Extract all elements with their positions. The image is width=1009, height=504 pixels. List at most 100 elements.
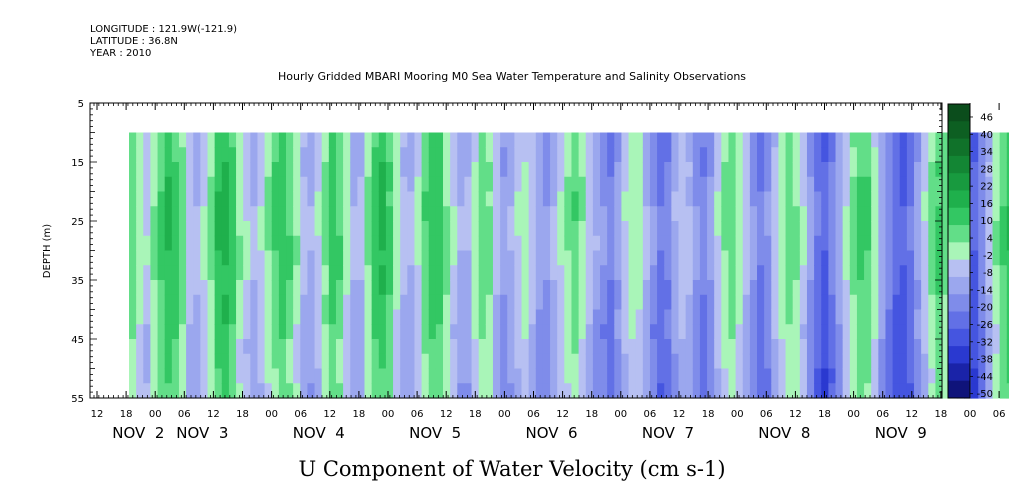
heatmap-cell	[492, 191, 501, 207]
heatmap-cell	[514, 206, 523, 222]
heatmap-cell	[999, 368, 1008, 384]
heatmap-cell	[1006, 206, 1009, 222]
heatmap-cell	[421, 280, 430, 296]
heatmap-cell	[464, 162, 473, 178]
heatmap-cell	[471, 368, 480, 384]
colorbar-swatch	[948, 276, 970, 295]
heatmap-cell	[257, 132, 266, 148]
heatmap-cell	[200, 353, 209, 370]
heatmap-cell	[414, 353, 423, 370]
heatmap-cell	[621, 383, 630, 399]
heatmap-cell	[835, 383, 844, 399]
heatmap-cell	[814, 250, 822, 266]
heatmap-cell	[243, 147, 251, 163]
heatmap-cell	[592, 206, 601, 222]
heatmap-cell	[799, 309, 808, 325]
heatmap-cell	[600, 353, 608, 370]
heatmap-cell	[849, 162, 858, 178]
heatmap-cell	[350, 250, 358, 266]
heatmap-cell	[821, 339, 829, 355]
heatmap-cell	[714, 191, 722, 207]
heatmap-cell	[136, 368, 144, 384]
heatmap-cell	[157, 339, 166, 355]
heatmap-cell	[692, 132, 701, 148]
x-hour-label: 12	[673, 409, 686, 420]
heatmap-cell	[521, 368, 530, 384]
heatmap-cell	[550, 339, 558, 355]
heatmap-cell	[785, 280, 794, 296]
heatmap-cell	[443, 206, 451, 222]
heatmap-cell	[435, 176, 444, 193]
heatmap-cell	[600, 368, 608, 384]
heatmap-cell	[978, 235, 986, 252]
heatmap-cell	[435, 383, 444, 399]
heatmap-cell	[186, 191, 194, 207]
heatmap-cell	[749, 176, 758, 193]
heatmap-cell	[236, 353, 244, 370]
heatmap-cell	[492, 280, 501, 296]
heatmap-cell	[357, 176, 366, 193]
heatmap-cell	[278, 235, 287, 252]
heatmap-cell	[514, 368, 523, 384]
heatmap-cell	[728, 368, 737, 384]
heatmap-cell	[200, 383, 209, 399]
heatmap-cell	[421, 221, 430, 237]
heatmap-cell	[129, 368, 137, 384]
heatmap-cell	[357, 368, 366, 384]
heatmap-cell	[221, 221, 230, 237]
heatmap-cell	[314, 221, 323, 237]
heatmap-cell	[228, 162, 237, 178]
heatmap-cell	[942, 265, 951, 281]
heatmap-cell	[692, 309, 701, 325]
heatmap-cell	[357, 383, 366, 399]
colorbar-label: -14	[977, 285, 993, 296]
heatmap-cell	[578, 235, 587, 252]
y-tick-label: 5	[78, 99, 84, 110]
heatmap-cell	[914, 294, 922, 311]
heatmap-cell	[557, 383, 565, 399]
heatmap-cell	[649, 191, 658, 207]
heatmap-cell	[749, 280, 758, 296]
heatmap-cell	[649, 383, 658, 399]
heatmap-cell	[178, 147, 187, 163]
heatmap-cell	[521, 191, 530, 207]
heatmap-cell	[585, 176, 594, 193]
heatmap-cell	[321, 191, 330, 207]
heatmap-cell	[428, 294, 437, 311]
heatmap-cell	[814, 309, 822, 325]
heatmap-cell	[393, 294, 401, 311]
heatmap-cell	[892, 265, 901, 281]
heatmap-cell	[906, 353, 915, 370]
heatmap-cell	[193, 265, 201, 281]
heatmap-cell	[557, 162, 565, 178]
heatmap-cell	[321, 353, 330, 370]
heatmap-cell	[500, 353, 508, 370]
heatmap-cell	[871, 339, 879, 355]
heatmap-cell	[350, 339, 358, 355]
colorbar-swatch	[948, 121, 970, 139]
heatmap-cell	[278, 265, 287, 281]
x-date-label: NOV 4	[293, 424, 345, 442]
heatmap-cell	[293, 191, 301, 207]
heatmap-cell	[328, 132, 337, 148]
heatmap-cell	[621, 191, 630, 207]
heatmap-cell	[578, 309, 587, 325]
heatmap-cell	[328, 191, 337, 207]
heatmap-cell	[935, 206, 944, 222]
heatmap-cell	[714, 324, 722, 340]
heatmap-cell	[714, 339, 722, 355]
heatmap-cell	[200, 206, 209, 222]
heatmap-cell	[407, 162, 416, 178]
heatmap-cell	[129, 176, 137, 193]
heatmap-cell	[614, 147, 623, 163]
heatmap-cell	[742, 294, 751, 311]
heatmap-cell	[414, 265, 423, 281]
heatmap-cell	[328, 176, 337, 193]
heatmap-cell	[157, 383, 166, 399]
heatmap-cell	[357, 235, 366, 252]
heatmap-cell	[878, 280, 887, 296]
heatmap-cell	[207, 324, 216, 340]
heatmap-cell	[178, 280, 187, 296]
heatmap-cell	[393, 368, 401, 384]
heatmap-cell	[293, 324, 301, 340]
